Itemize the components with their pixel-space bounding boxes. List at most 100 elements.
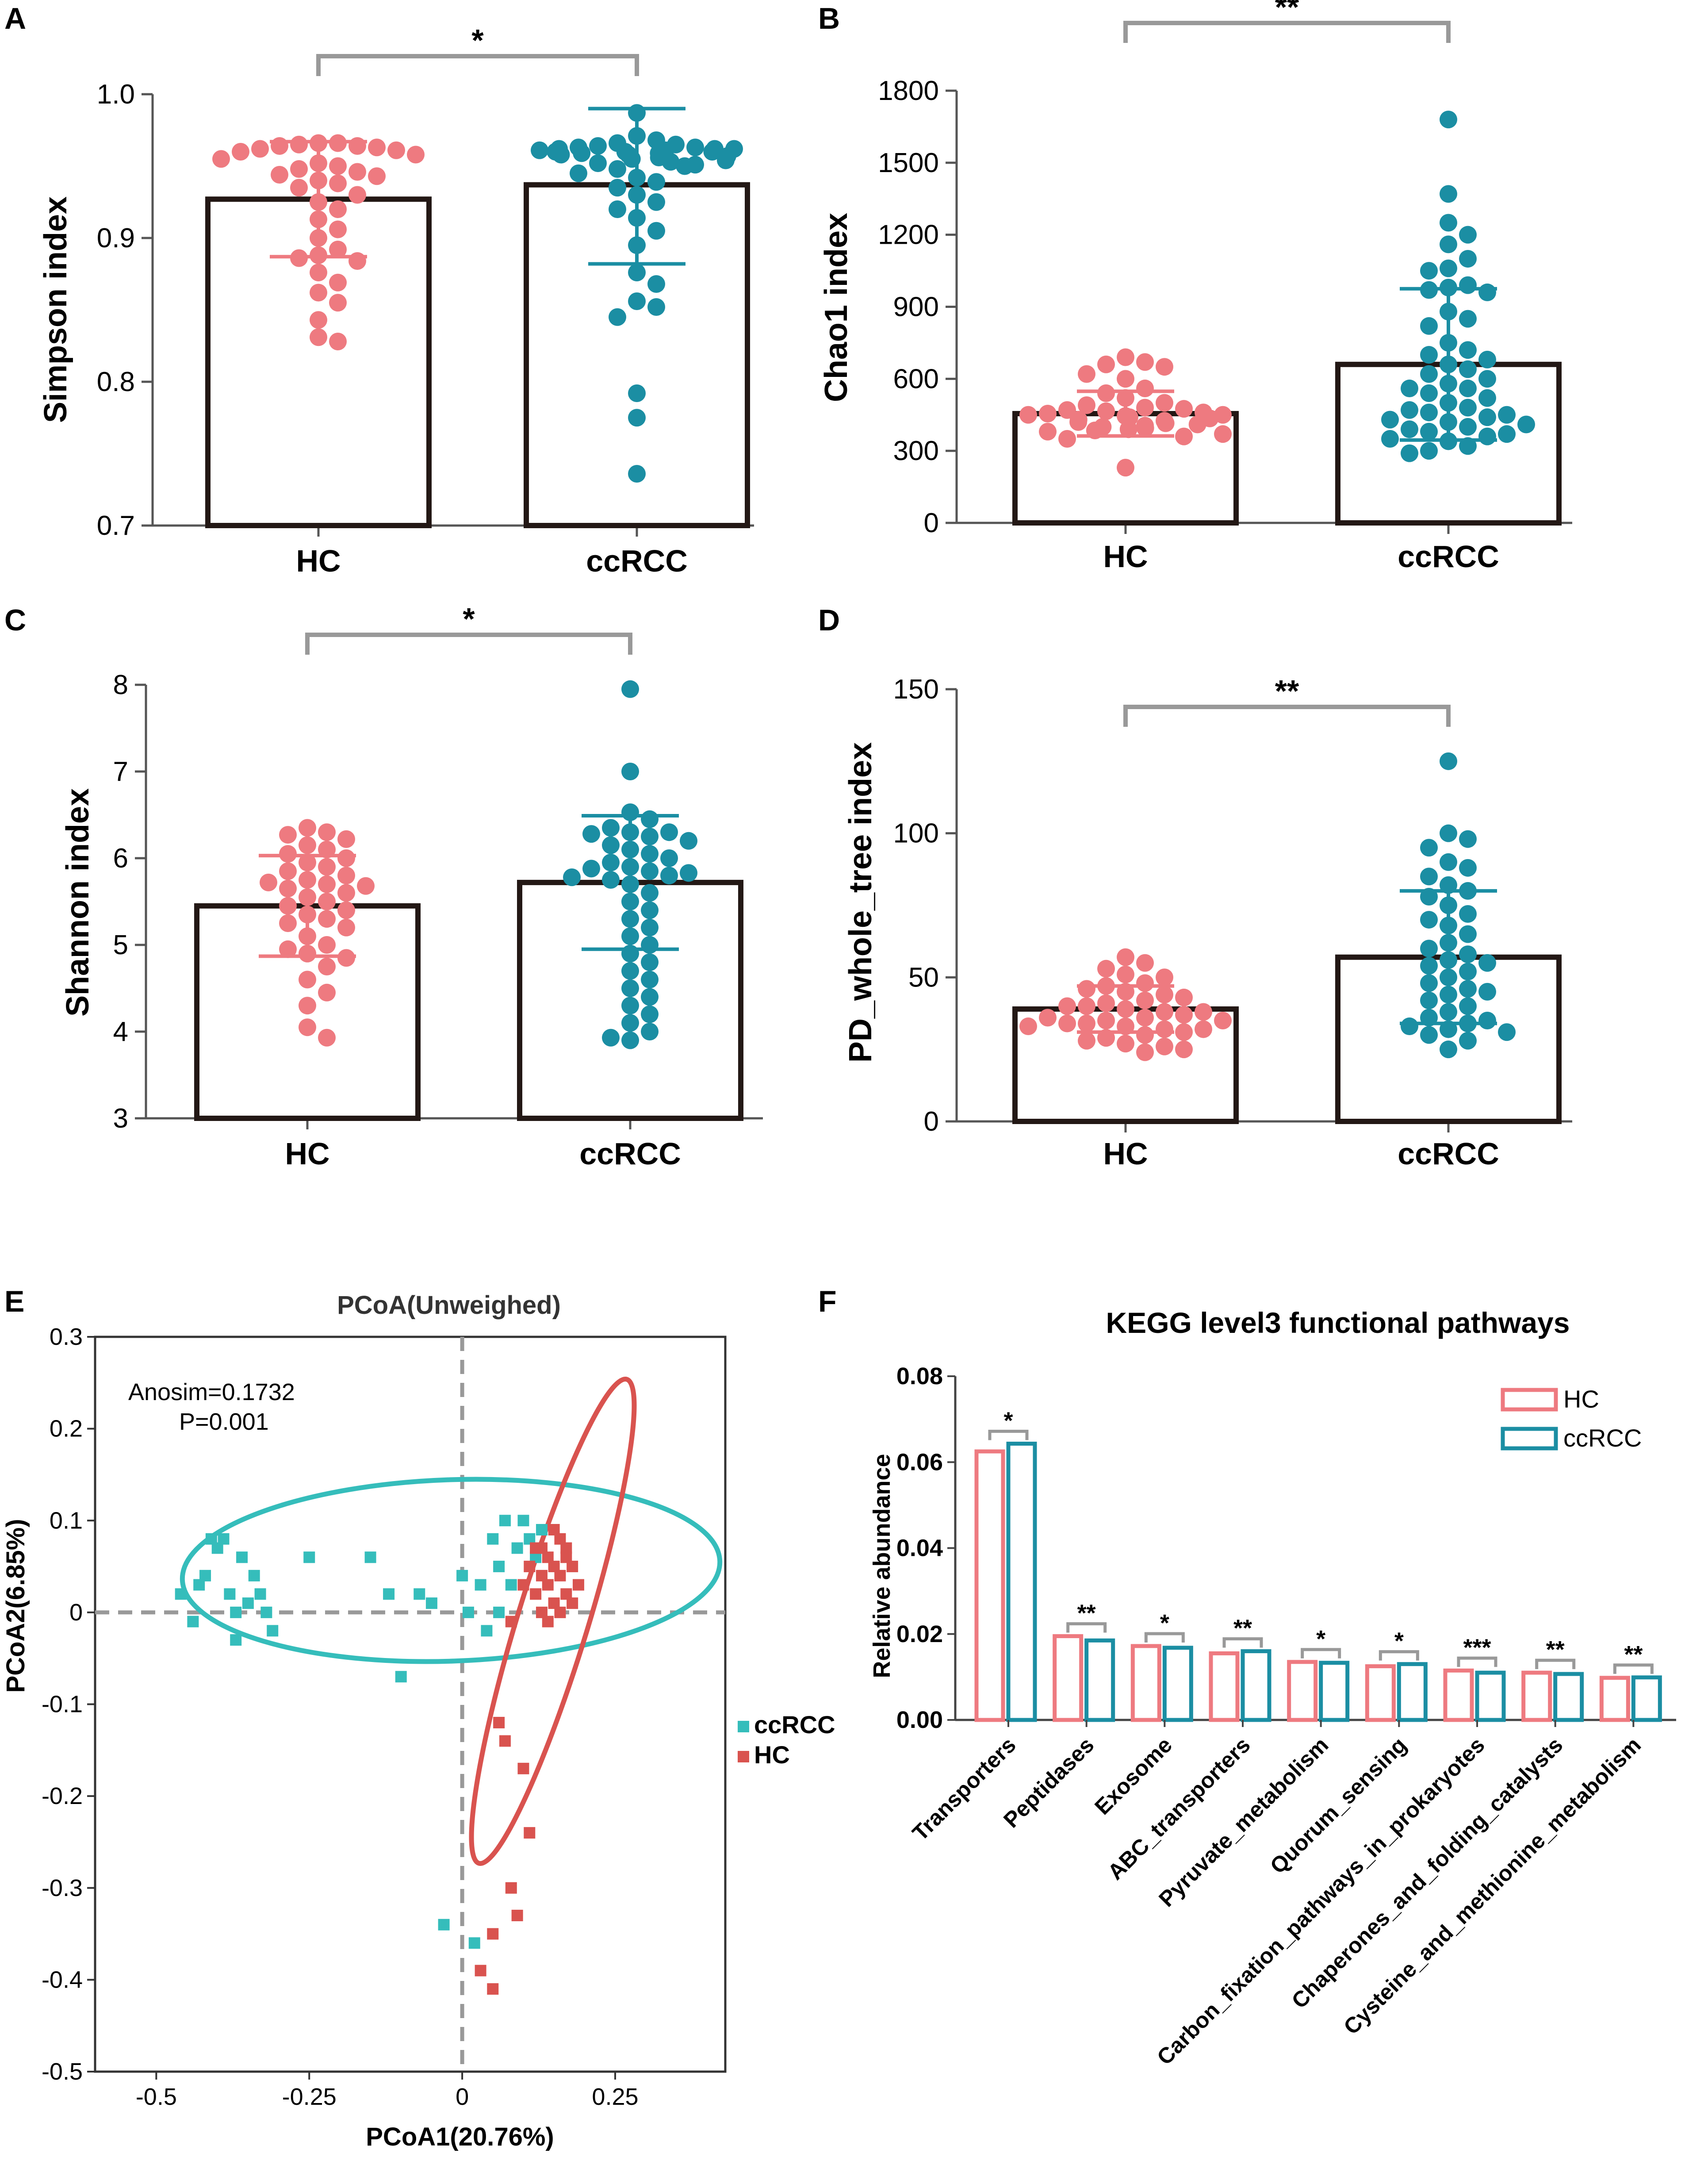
data-point [647, 275, 665, 293]
panel-label-b: B [818, 2, 840, 35]
data-point [641, 1023, 659, 1040]
data-point [1175, 1023, 1193, 1041]
data-point [348, 252, 366, 270]
hc-point [554, 1607, 566, 1618]
data-point [1459, 980, 1477, 998]
y-tick-label: 3 [113, 1103, 128, 1134]
data-point [609, 160, 626, 178]
panel-d: D PD_whole_tree index 050100150HC ccRCC** [818, 603, 1572, 1171]
data-point [641, 919, 659, 936]
significance-label: ** [1275, 674, 1299, 708]
ccrcc-bar [1477, 1673, 1504, 1720]
data-point [279, 880, 297, 898]
y-tick-label: -0.4 [42, 1966, 83, 1993]
data-point [318, 823, 336, 841]
data-point [1136, 353, 1154, 371]
ccrcc-point [230, 1607, 241, 1618]
y-tick-label: 0.04 [896, 1535, 943, 1562]
data-point [1117, 948, 1134, 966]
panel-d-ytitle: PD_whole_tree index [843, 742, 878, 1063]
data-point [251, 140, 269, 158]
panel-c-plot: 3 4 5 6 7 8 HC ccRCC * [113, 602, 763, 1171]
data-point [1195, 1021, 1212, 1038]
data-point [1459, 276, 1477, 294]
ccrcc-point [487, 1533, 498, 1545]
data-point [1097, 384, 1115, 402]
data-point [1175, 989, 1193, 1006]
ccrcc-point [469, 1937, 480, 1949]
hc-bar [1211, 1653, 1237, 1720]
data-point [1420, 442, 1438, 460]
hc-bar [1445, 1670, 1472, 1720]
data-point [329, 294, 347, 311]
data-point [641, 902, 659, 919]
data-point [1440, 853, 1457, 871]
data-point [570, 165, 587, 182]
significance-label: ** [1077, 1600, 1096, 1627]
y-tick-label: 4 [113, 1017, 128, 1047]
data-point [680, 864, 697, 882]
ccrcc-point [383, 1588, 394, 1600]
data-point [1175, 1006, 1193, 1024]
data-point [628, 292, 646, 310]
data-point [1097, 356, 1115, 373]
data-point [660, 849, 678, 867]
ccrcc-bar [1321, 1663, 1348, 1720]
pcoa-title: PCoA(Unweighed) [337, 1291, 561, 1320]
data-point [348, 137, 366, 155]
y-tick-label: 1.0 [97, 79, 135, 110]
hc-point [517, 1763, 529, 1774]
hc-point [524, 1561, 535, 1572]
data-point [1156, 394, 1173, 412]
data-point [279, 862, 297, 880]
figure: A Simpson index 0.70.80.91.0HC ccRCC* B C… [0, 0, 1708, 2157]
hc-point [506, 1616, 517, 1627]
significance-label: ** [1624, 1641, 1643, 1668]
data-point [641, 862, 659, 880]
data-point [1058, 997, 1076, 1015]
data-point [1381, 430, 1399, 448]
data-point [1195, 1003, 1212, 1021]
data-point [1498, 406, 1516, 424]
ccrcc-bar [1243, 1651, 1269, 1720]
data-point [589, 154, 607, 172]
data-point [676, 157, 693, 175]
data-point [1420, 957, 1438, 975]
data-point [1420, 384, 1438, 402]
legend-ccrcc-box [1503, 1429, 1556, 1448]
data-point [337, 884, 355, 902]
data-point [641, 988, 659, 1006]
data-point [1214, 1012, 1232, 1029]
data-point [299, 837, 316, 854]
pcoa-legend-ccrcc: ccRCC [754, 1711, 835, 1739]
data-point [641, 1006, 659, 1023]
hc-point [573, 1579, 584, 1591]
ccrcc-point [249, 1570, 260, 1581]
panel-d-plot: 050100150HC ccRCC** [893, 674, 1572, 1171]
x-tick-label: 0 [456, 2084, 469, 2110]
significance-label: * [1160, 1610, 1169, 1636]
data-point [1478, 284, 1496, 301]
significance-bracket [1126, 23, 1448, 43]
x-tick-label: 0.25 [592, 2084, 638, 2110]
x-tick-label: -0.25 [282, 2084, 337, 2110]
data-point [573, 144, 590, 162]
y-tick-label: 7 [113, 756, 128, 787]
data-point [1156, 358, 1173, 376]
y-tick-label: 0 [924, 1106, 939, 1137]
y-tick-label: 0 [69, 1599, 83, 1626]
hc-point [512, 1910, 523, 1921]
data-point [1117, 348, 1134, 366]
data-point [621, 962, 639, 980]
pcoa-legend-hc: HC [754, 1741, 790, 1769]
significance-label: * [463, 602, 475, 636]
data-point [609, 308, 626, 326]
data-point [318, 910, 336, 928]
data-point [1459, 963, 1477, 980]
data-point [1459, 859, 1477, 877]
hc-point [536, 1543, 548, 1554]
data-point [310, 311, 327, 329]
data-point [1136, 399, 1154, 416]
data-point [1175, 400, 1193, 418]
data-point [1019, 406, 1037, 424]
